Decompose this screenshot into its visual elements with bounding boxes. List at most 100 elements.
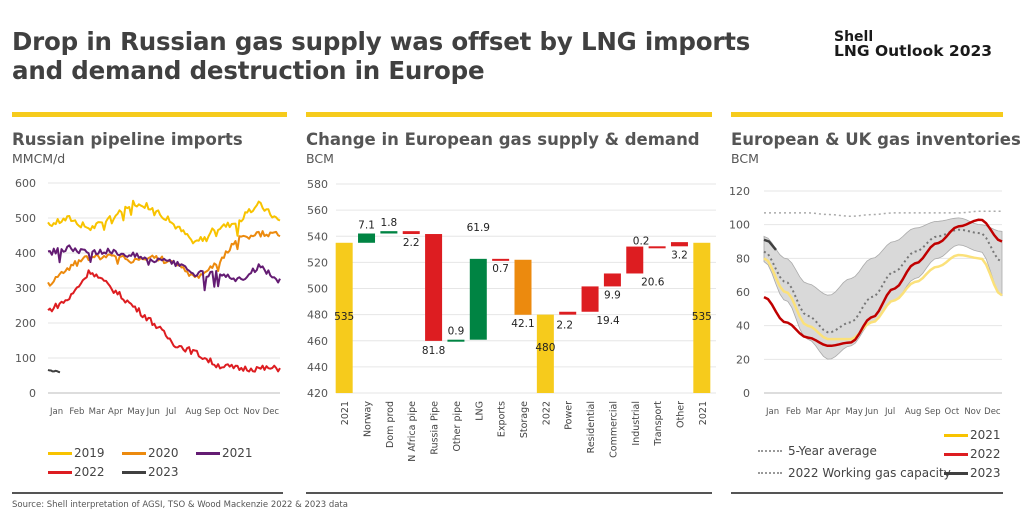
data-label: 19.4 — [596, 315, 620, 327]
legend-label: 2021 — [970, 428, 1001, 442]
waterfall-bar-storage — [514, 259, 532, 315]
x-tick-label: Dec — [263, 407, 280, 417]
y-tick-label: 560 — [307, 204, 328, 217]
waterfall-bar-2021 — [693, 242, 711, 393]
legend-label: 2021 — [222, 446, 253, 460]
divider — [731, 492, 1003, 494]
waterfall-bar-transport — [648, 246, 666, 249]
legend-item-2022: 2022 — [944, 447, 1001, 461]
chart-russian-imports: 0 100 200 300 400 500 600 Jan Feb Mar Apr May Jun Jul… — [15, 177, 281, 417]
y-tick-label: 440 — [307, 361, 328, 374]
panel-unit: BCM — [306, 151, 334, 166]
x-tick-label: Nov — [964, 407, 981, 417]
panel-accent-bar — [12, 112, 287, 117]
x-tick-label: Sep — [925, 407, 941, 417]
waterfall-bar-other — [670, 242, 688, 247]
five-year-range-band — [763, 217, 1003, 360]
x-tick-label: N Africa pipe — [407, 401, 418, 462]
y-tick-label: 480 — [307, 309, 328, 322]
x-tick-label: Jun — [146, 407, 160, 417]
y-tick-label: 20 — [736, 353, 750, 366]
data-label: 42.1 — [511, 318, 534, 330]
x-tick-label: LNG — [474, 401, 485, 421]
divider — [12, 492, 283, 494]
y-tick-label: 40 — [736, 320, 750, 333]
x-tick-label: Other pipe — [452, 401, 463, 452]
waterfall-bar-norway — [358, 233, 376, 243]
waterfall-bar-exports — [492, 258, 510, 261]
legend-label: 2023 — [970, 466, 1001, 480]
y-tick-label: 120 — [729, 185, 750, 198]
data-label: 1.8 — [381, 217, 398, 229]
y-tick-label: 600 — [15, 177, 36, 190]
legend-label: 2023 — [148, 465, 179, 479]
waterfall-bar-2022 — [536, 314, 554, 393]
series-line-2022 — [763, 218, 1003, 348]
y-tick-label: 420 — [307, 387, 328, 400]
waterfall-bar-residential — [581, 286, 599, 312]
x-tick-label: May — [845, 407, 863, 417]
x-tick-label: Exports — [497, 401, 508, 437]
data-label: 0.2 — [633, 235, 650, 247]
x-tick-label: Storage — [519, 401, 530, 438]
data-label: 0.7 — [492, 263, 509, 275]
x-tick-label: Apr — [826, 407, 841, 417]
source-note: Source: Shell interpretation of AGSI, TS… — [12, 500, 348, 510]
data-label: 20.6 — [641, 276, 665, 288]
x-tick-label: Mar — [806, 407, 823, 417]
data-label: 0.9 — [448, 326, 465, 338]
data-label: 535 — [334, 311, 354, 323]
divider — [306, 492, 712, 494]
x-tick-label: Jul — [884, 407, 895, 417]
y-tick-label: 0 — [743, 387, 750, 400]
waterfall-bar-2021 — [335, 242, 353, 393]
waterfall-bar-russia-pipe — [425, 234, 443, 341]
series-line-2021 — [763, 253, 1003, 341]
waterfall-bar-commercial — [603, 273, 621, 287]
x-tick-label: Aug — [185, 407, 202, 417]
y-tick-label: 520 — [307, 256, 328, 269]
legend-item-5yr-avg: 5-Year average — [758, 444, 877, 458]
x-tick-label: Dom prod — [385, 401, 396, 448]
series-line-2020 — [47, 230, 281, 287]
legend-item-2021: 2021 — [196, 446, 253, 460]
page-title: Drop in Russian gas supply was offset by… — [12, 27, 750, 85]
y-tick-label: 300 — [15, 282, 36, 295]
legend-item-2021: 2021 — [944, 428, 1001, 442]
y-tick-label: 80 — [736, 252, 750, 265]
legend-swatch — [48, 470, 72, 474]
x-tick-label: Industrial — [631, 401, 642, 446]
panel-unit: MMCM/d — [12, 151, 66, 166]
y-tick-label: 200 — [15, 317, 36, 330]
y-tick-label: 580 — [307, 178, 328, 191]
panel-accent-bar — [731, 112, 1003, 117]
legend-swatch — [944, 471, 968, 475]
panel-unit: BCM — [731, 151, 759, 166]
y-tick-label: 100 — [15, 352, 36, 365]
legend-russian-imports: 2019 2020 2021 2022 2023 — [48, 446, 298, 486]
x-tick-label: Power — [564, 401, 575, 430]
legend-item-2023: 2023 — [944, 466, 1001, 480]
panel-supply-demand: Change in European gas supply & demand B… — [306, 112, 712, 502]
legend-item-2020: 2020 — [122, 446, 179, 460]
x-tick-label: Feb — [69, 407, 84, 417]
series-line-2023 — [763, 238, 777, 251]
y-tick-label: 500 — [15, 212, 36, 225]
x-tick-label: Transport — [653, 401, 664, 447]
legend-label: 2022 — [970, 447, 1001, 461]
legend-item-2022: 2022 — [48, 465, 105, 479]
x-tick-label: Commercial — [608, 401, 619, 458]
panel-title: European & UK gas inventories — [731, 130, 1021, 149]
x-tick-label: Nov — [243, 407, 260, 417]
legend-swatch — [758, 472, 782, 474]
chart-inventories: 0 20 40 60 80 100 120 Jan Feb Mar Apr May Jun Jul Aug S… — [729, 185, 1003, 417]
data-label: 81.8 — [422, 345, 445, 357]
data-label: 535 — [692, 311, 712, 323]
x-tick-label: Norway — [363, 401, 374, 437]
data-label: 3.2 — [671, 249, 688, 261]
panel-title: Russian pipeline imports — [12, 130, 243, 149]
series-line-5-year-average — [763, 228, 1003, 334]
y-tick-label: 100 — [729, 219, 750, 232]
legend-swatch — [122, 451, 146, 455]
x-tick-label: Aug — [905, 407, 922, 417]
